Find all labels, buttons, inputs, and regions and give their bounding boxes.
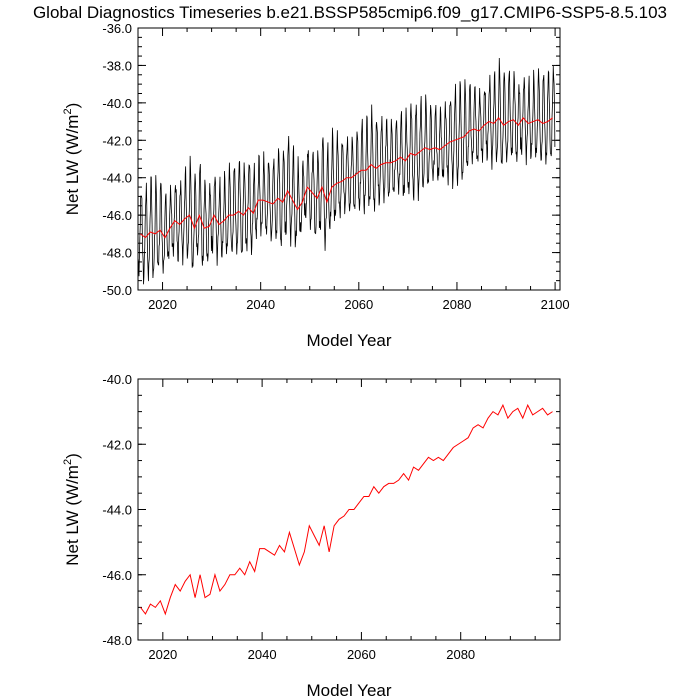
chart-bottom-x-tick-label: 2040 (248, 647, 277, 662)
chart-bottom-x-tick-label: 2060 (347, 647, 376, 662)
chart-bottom-y-tick-label: -44.0 (102, 503, 132, 518)
chart-bottom-x-tick-label: 2080 (446, 647, 475, 662)
chart-top-series-annual-mean (140, 117, 553, 239)
chart-top-y-tick-label: -46.0 (102, 208, 132, 223)
chart-bottom-y-tick-label: -42.0 (102, 437, 132, 452)
chart-bottom-y-tick-label: -40.0 (102, 372, 132, 387)
chart-top-y-tick-label: -50.0 (102, 283, 132, 298)
figure-title: Global Diagnostics Timeseries b.e21.BSSP… (33, 3, 667, 22)
chart-bottom-y-tick-label: -48.0 (102, 633, 132, 648)
chart-top-y-tick-label: -40.0 (102, 96, 132, 111)
chart-top-y-tick-label: -44.0 (102, 171, 132, 186)
chart-top-y-tick-label: -42.0 (102, 133, 132, 148)
chart-top-y-tick-label: -36.0 (102, 21, 132, 36)
chart-top-y-axis-label: Net LW (W/m2) (62, 103, 82, 216)
chart-top-x-tick-label: 2020 (148, 297, 177, 312)
chart-bottom-x-axis-label: Model Year (306, 681, 391, 700)
chart-top-x-tick-label: 2080 (442, 297, 471, 312)
chart-top-x-tick-label: 2060 (344, 297, 373, 312)
chart-bottom-series-annual-mean (140, 403, 553, 616)
chart-top-y-tick-label: -38.0 (102, 58, 132, 73)
chart-bottom-y-tick-label: -46.0 (102, 568, 132, 583)
chart-bottom-x-tick-label: 2020 (148, 647, 177, 662)
chart-top-x-tick-label: 2100 (541, 297, 570, 312)
chart-top-x-tick-label: 2040 (246, 297, 275, 312)
bottom-panel: 2020 2040 2060 2080 -48.0 -46.0 -44.0 -42.0 -40.… (62, 372, 561, 700)
chart-bottom-y-axis-label: Net LW (W/m2) (62, 453, 82, 566)
top-panel: 2020 2040 2060 2080 2100 -50.0 -48.0 -46.0 -44.0… (62, 21, 570, 350)
chart-top-series-monthly (138, 58, 556, 285)
chart-top-y-tick-label: -48.0 (102, 246, 132, 261)
chart-top-x-axis-label: Model Year (306, 331, 391, 350)
